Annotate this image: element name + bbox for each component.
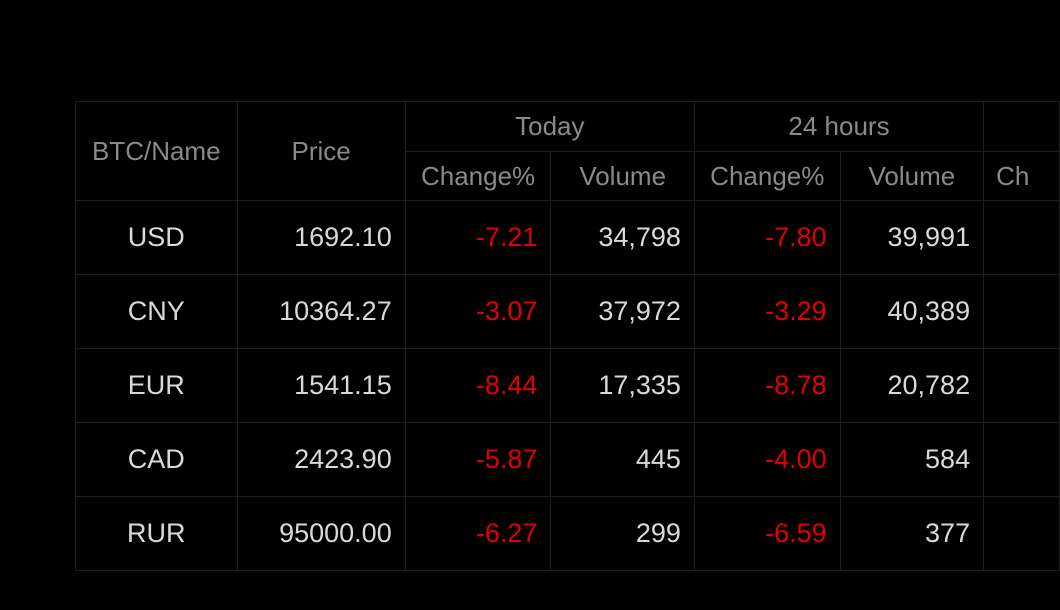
24h-volume-value: 20,782: [839, 348, 985, 423]
header-cut-change[interactable]: Ch: [983, 151, 1060, 201]
24h-volume-value: 377: [839, 496, 985, 571]
table-row: CNY 10364.27 -3.07 37,972 -3.29 40,389: [75, 274, 1060, 349]
header-24h-change[interactable]: Change%: [693, 151, 841, 201]
header-btc-name[interactable]: BTC/Name: [75, 101, 238, 201]
table-header: BTC/Name Price Today 24 hours Change% Vo…: [75, 101, 1060, 201]
24h-volume-value: 584: [839, 422, 985, 497]
price-value: 95000.00: [236, 496, 406, 571]
table-row: USD 1692.10 -7.21 34,798 -7.80 39,991: [75, 200, 1060, 275]
cut-cell: [983, 422, 1060, 497]
currency-name: RUR: [75, 496, 238, 571]
header-price[interactable]: Price: [236, 101, 406, 201]
24h-change-value: -6.59: [693, 496, 841, 571]
24h-change-value: -8.78: [693, 348, 841, 423]
price-value: 2423.90: [236, 422, 406, 497]
currency-name: CAD: [75, 422, 238, 497]
table-row: EUR 1541.15 -8.44 17,335 -8.78 20,782: [75, 348, 1060, 423]
24h-change-value: -3.29: [693, 274, 841, 349]
24h-volume-value: 40,389: [839, 274, 985, 349]
cut-cell: [983, 274, 1060, 349]
price-value: 1692.10: [236, 200, 406, 275]
24h-volume-value: 39,991: [839, 200, 985, 275]
header-24h-volume[interactable]: Volume: [839, 151, 985, 201]
today-change-value: -8.44: [404, 348, 552, 423]
btc-price-table: BTC/Name Price Today 24 hours Change% Vo…: [75, 101, 1060, 571]
header-today-change[interactable]: Change%: [404, 151, 552, 201]
today-change-value: -7.21: [404, 200, 552, 275]
table-row: CAD 2423.90 -5.87 445 -4.00 584: [75, 422, 1060, 497]
today-change-value: -6.27: [404, 496, 552, 571]
today-volume-value: 445: [550, 422, 695, 497]
cut-cell: [983, 348, 1060, 423]
price-value: 10364.27: [236, 274, 406, 349]
cut-cell: [983, 496, 1060, 571]
header-today-volume[interactable]: Volume: [550, 151, 695, 201]
header-today: Today: [404, 101, 695, 152]
currency-name: EUR: [75, 348, 238, 423]
header-24-hours: 24 hours: [693, 101, 985, 152]
header-group-cut: [983, 101, 1060, 152]
today-volume-value: 17,335: [550, 348, 695, 423]
today-volume-value: 299: [550, 496, 695, 571]
currency-name: USD: [75, 200, 238, 275]
24h-change-value: -7.80: [693, 200, 841, 275]
cut-cell: [983, 200, 1060, 275]
table-body: USD 1692.10 -7.21 34,798 -7.80 39,991 CN…: [75, 200, 1060, 571]
today-volume-value: 34,798: [550, 200, 695, 275]
today-change-value: -5.87: [404, 422, 552, 497]
price-value: 1541.15: [236, 348, 406, 423]
today-volume-value: 37,972: [550, 274, 695, 349]
today-change-value: -3.07: [404, 274, 552, 349]
24h-change-value: -4.00: [693, 422, 841, 497]
table-row: RUR 95000.00 -6.27 299 -6.59 377: [75, 496, 1060, 571]
btc-price-table-container: BTC/Name Price Today 24 hours Change% Vo…: [75, 101, 1060, 571]
currency-name: CNY: [75, 274, 238, 349]
